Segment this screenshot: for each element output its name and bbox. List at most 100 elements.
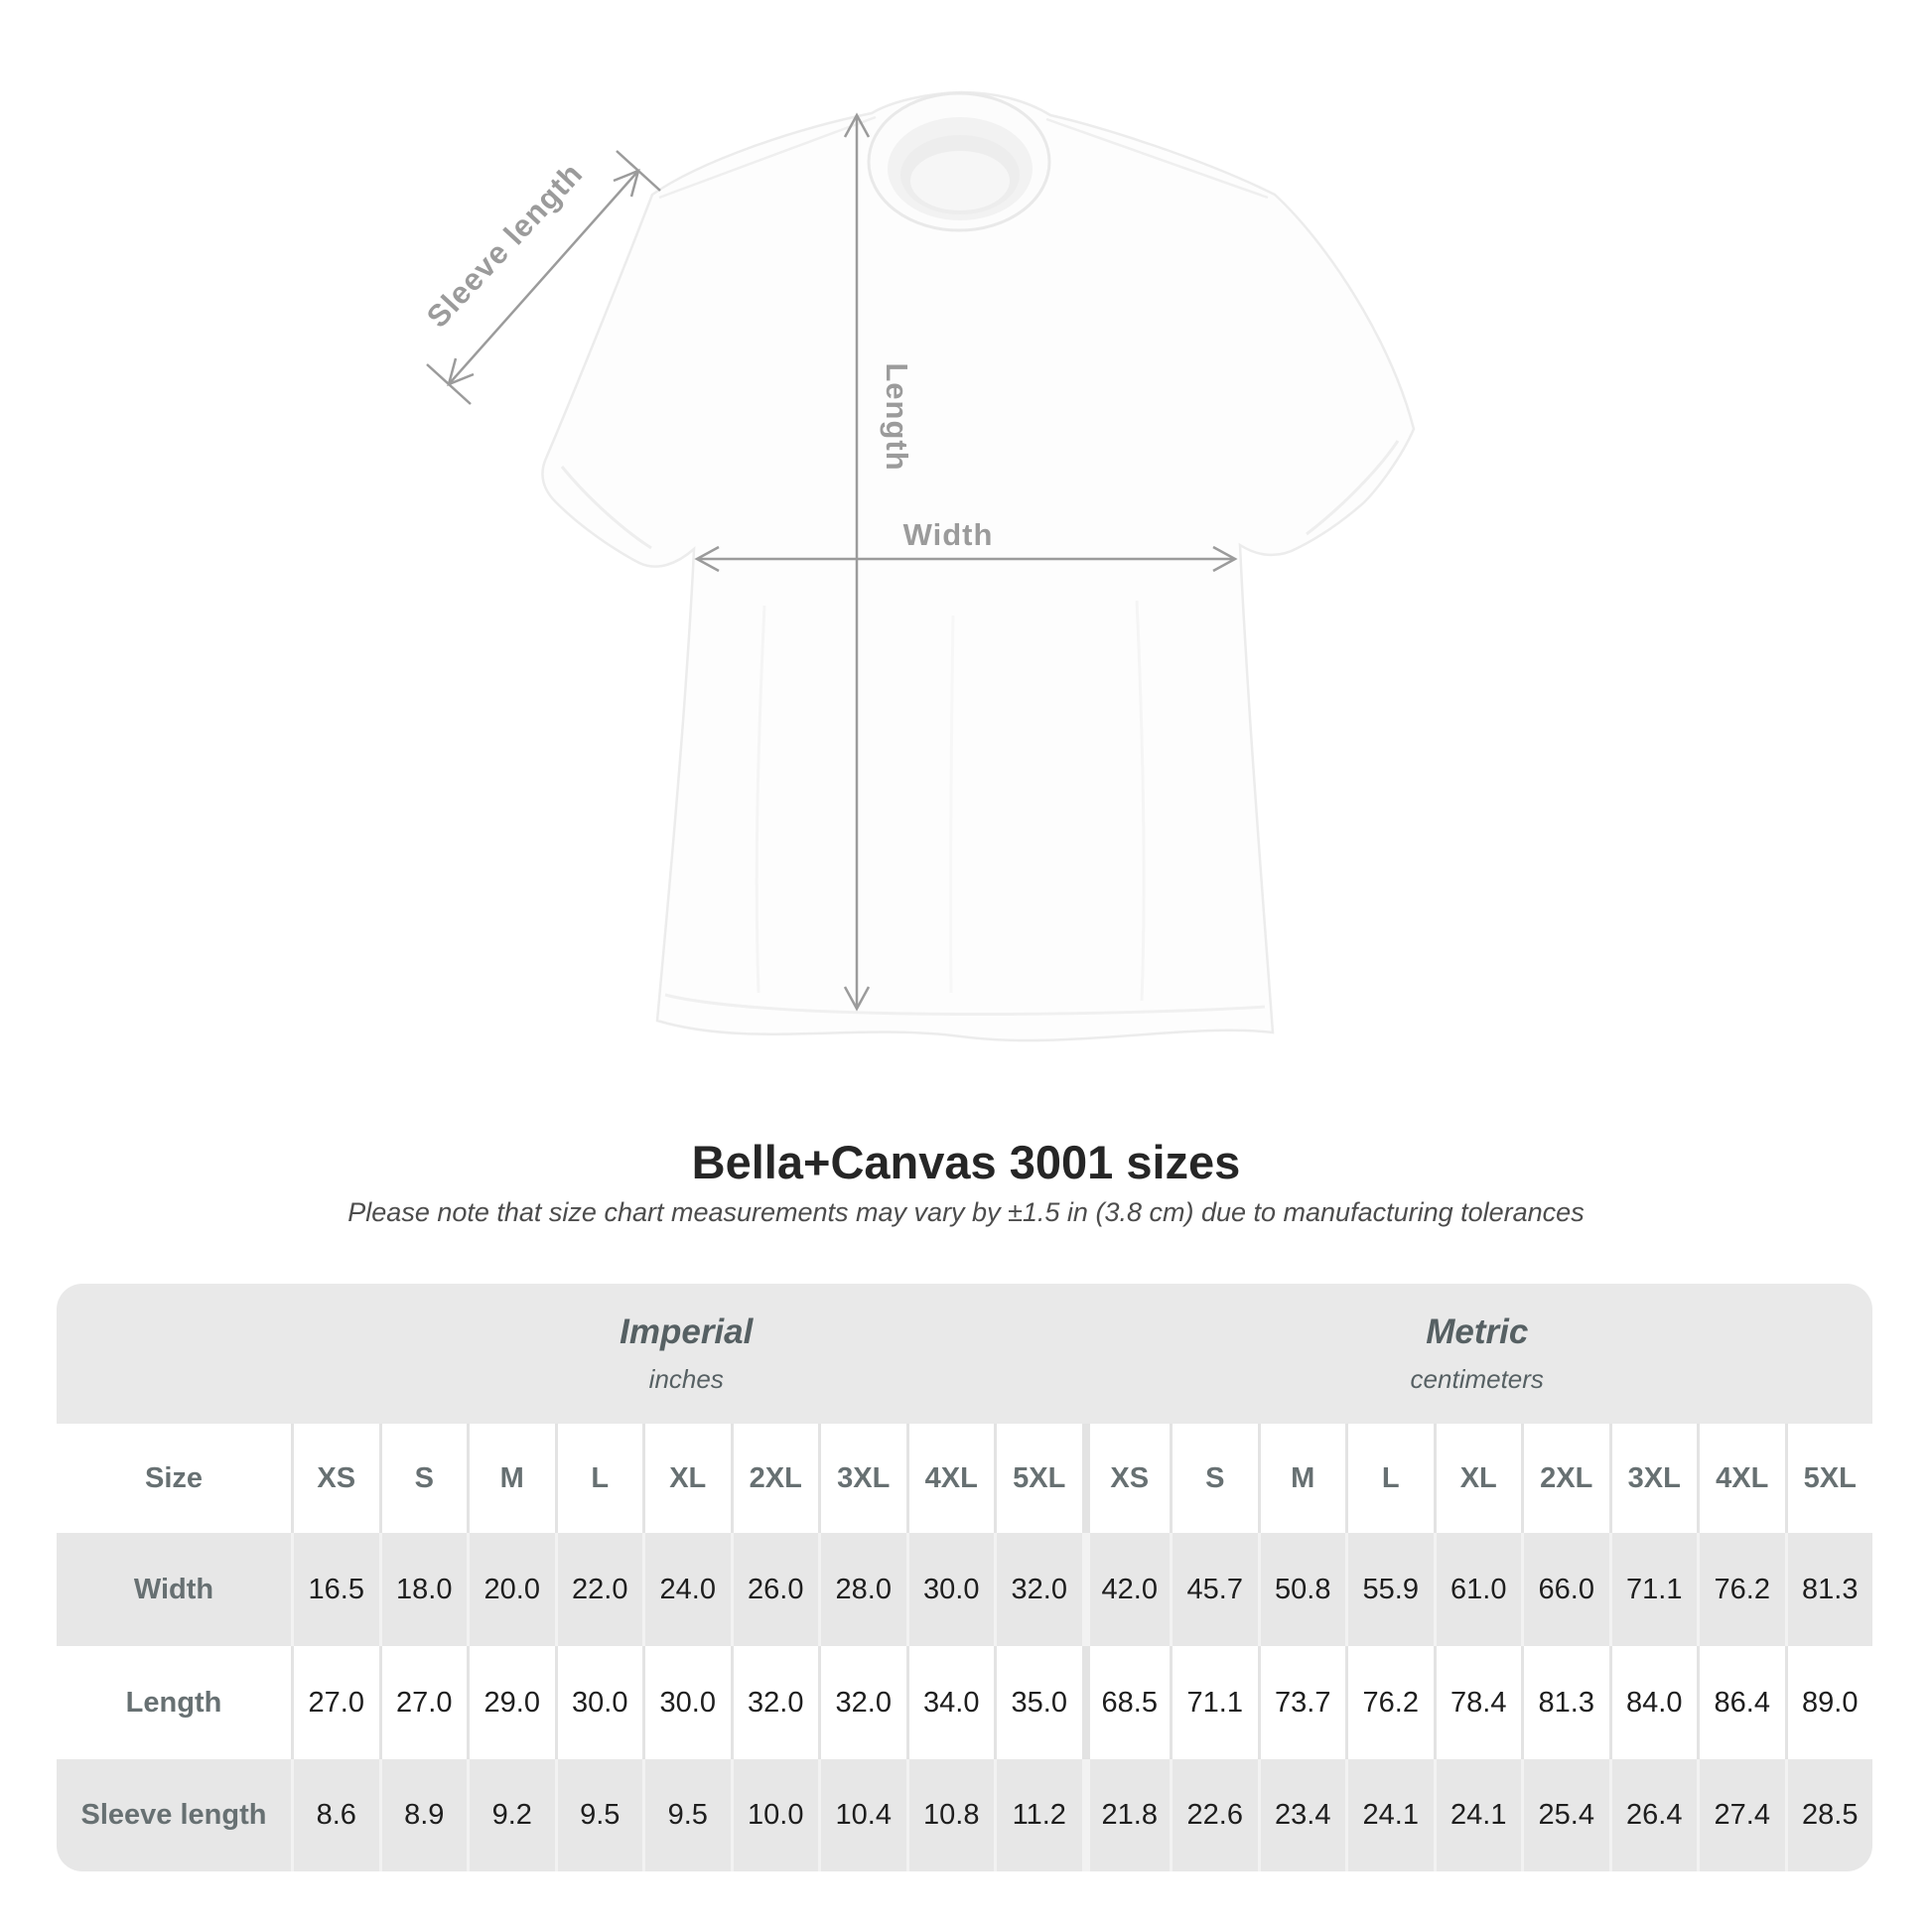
table-cell: 26.4 bbox=[1608, 1759, 1697, 1871]
column-header-imperial-5xl: 5XL bbox=[994, 1424, 1082, 1533]
tshirt-body bbox=[541, 90, 1416, 1042]
table-cell: 86.4 bbox=[1697, 1646, 1785, 1759]
unit-group-imperial: Imperial inches bbox=[291, 1284, 1082, 1424]
table-cell: 61.0 bbox=[1433, 1533, 1521, 1646]
table-cell: 35.0 bbox=[994, 1646, 1082, 1759]
tolerance-note: Please note that size chart measurements… bbox=[347, 1197, 1585, 1227]
unit-group-unit: inches bbox=[648, 1364, 724, 1394]
shoulder-seam-right bbox=[1045, 117, 1269, 200]
table-cell: 42.0 bbox=[1081, 1533, 1170, 1646]
table-cell: 32.0 bbox=[994, 1533, 1082, 1646]
cuff-seam-right bbox=[1306, 440, 1400, 536]
table-cell: 68.5 bbox=[1081, 1646, 1170, 1759]
table-cell: 81.3 bbox=[1521, 1646, 1609, 1759]
table-cell: 28.0 bbox=[818, 1533, 906, 1646]
unit-group-unit: centimeters bbox=[1410, 1364, 1544, 1394]
size-corner-label: Size bbox=[57, 1424, 291, 1533]
table-cell: 30.0 bbox=[642, 1646, 731, 1759]
unit-band-spacer bbox=[57, 1284, 291, 1424]
table-cell: 9.5 bbox=[554, 1759, 642, 1871]
table-cell: 10.4 bbox=[818, 1759, 906, 1871]
unit-group-metric: Metric centimeters bbox=[1081, 1284, 1872, 1424]
column-header-imperial-xl: XL bbox=[642, 1424, 731, 1533]
column-header-imperial-4xl: 4XL bbox=[905, 1424, 994, 1533]
column-header-metric-2xl: 2XL bbox=[1521, 1424, 1609, 1533]
width-label: Width bbox=[903, 517, 994, 552]
hem-seam bbox=[664, 993, 1266, 1017]
row-label: Sleeve length bbox=[57, 1759, 291, 1871]
fabric-crease bbox=[755, 605, 766, 994]
table-cell: 73.7 bbox=[1257, 1646, 1345, 1759]
tshirt-measurement-diagram: Length Width Sleeve length bbox=[420, 90, 1416, 1042]
tshirt-graphic bbox=[541, 90, 1416, 1042]
table-cell: 50.8 bbox=[1257, 1533, 1345, 1646]
cuff-seam-left bbox=[560, 466, 652, 550]
table-cell: 32.0 bbox=[818, 1646, 906, 1759]
table-cell: 27.0 bbox=[291, 1646, 379, 1759]
column-header-metric-xs: XS bbox=[1081, 1424, 1170, 1533]
unit-group-name: Imperial bbox=[620, 1312, 754, 1351]
table-cell: 23.4 bbox=[1257, 1759, 1345, 1871]
table-cell: 8.6 bbox=[291, 1759, 379, 1871]
table-cell: 34.0 bbox=[905, 1646, 994, 1759]
size-table: Imperial inches Metric centimeters Size XS S M L… bbox=[57, 1284, 1872, 1871]
table-cell: 32.0 bbox=[730, 1646, 818, 1759]
table-cell: 29.0 bbox=[467, 1646, 555, 1759]
table-cell: 30.0 bbox=[554, 1646, 642, 1759]
table-cell: 27.0 bbox=[378, 1646, 467, 1759]
fabric-crease bbox=[1135, 600, 1146, 1002]
column-header-metric-xl: XL bbox=[1433, 1424, 1521, 1533]
table-cell: 45.7 bbox=[1170, 1533, 1258, 1646]
table-cell: 66.0 bbox=[1521, 1533, 1609, 1646]
table-cell: 10.0 bbox=[730, 1759, 818, 1871]
column-header-metric-4xl: 4XL bbox=[1697, 1424, 1785, 1533]
table-cell: 25.4 bbox=[1521, 1759, 1609, 1871]
table-cell: 89.0 bbox=[1784, 1646, 1872, 1759]
collar-inner-back bbox=[910, 151, 1010, 210]
table-cell: 9.5 bbox=[642, 1759, 731, 1871]
length-label: Length bbox=[880, 362, 914, 471]
table-cell: 71.1 bbox=[1170, 1646, 1258, 1759]
table-cell: 11.2 bbox=[994, 1759, 1082, 1871]
table-cell: 28.5 bbox=[1784, 1759, 1872, 1871]
table-cell: 22.0 bbox=[554, 1533, 642, 1646]
table-cell: 76.2 bbox=[1345, 1646, 1434, 1759]
column-header-imperial-3xl: 3XL bbox=[818, 1424, 906, 1533]
column-header-metric-m: M bbox=[1257, 1424, 1345, 1533]
shoulder-seam-left bbox=[658, 115, 877, 200]
column-header-imperial-2xl: 2XL bbox=[730, 1424, 818, 1533]
column-header-metric-3xl: 3XL bbox=[1608, 1424, 1697, 1533]
page-title: Bella+Canvas 3001 sizes bbox=[691, 1136, 1241, 1188]
fabric-crease bbox=[949, 615, 955, 994]
table-cell: 30.0 bbox=[905, 1533, 994, 1646]
column-header-imperial-m: M bbox=[467, 1424, 555, 1533]
table-cell: 71.1 bbox=[1608, 1533, 1697, 1646]
length-arrow bbox=[843, 112, 871, 1012]
table-cell: 21.8 bbox=[1081, 1759, 1170, 1871]
table-cell: 24.1 bbox=[1345, 1759, 1434, 1871]
unit-group-name: Metric bbox=[1426, 1312, 1529, 1351]
table-cell: 20.0 bbox=[467, 1533, 555, 1646]
table-cell: 76.2 bbox=[1697, 1533, 1785, 1646]
column-header-imperial-l: L bbox=[554, 1424, 642, 1533]
table-cell: 24.0 bbox=[642, 1533, 731, 1646]
table-cell: 22.6 bbox=[1170, 1759, 1258, 1871]
column-header-metric-5xl: 5XL bbox=[1784, 1424, 1872, 1533]
table-cell: 24.1 bbox=[1433, 1759, 1521, 1871]
table-cell: 10.8 bbox=[905, 1759, 994, 1871]
table-cell: 55.9 bbox=[1345, 1533, 1434, 1646]
row-label: Length bbox=[57, 1646, 291, 1759]
sleeve-length-label: Sleeve length bbox=[420, 156, 590, 335]
table-cell: 78.4 bbox=[1433, 1646, 1521, 1759]
table-cell: 9.2 bbox=[467, 1759, 555, 1871]
table-cell: 84.0 bbox=[1608, 1646, 1697, 1759]
sleeve-length-arrow bbox=[426, 150, 661, 405]
table-cell: 27.4 bbox=[1697, 1759, 1785, 1871]
column-header-imperial-s: S bbox=[378, 1424, 467, 1533]
width-arrow bbox=[694, 545, 1238, 573]
table-cell: 26.0 bbox=[730, 1533, 818, 1646]
table-cell: 81.3 bbox=[1784, 1533, 1872, 1646]
table-cell: 16.5 bbox=[291, 1533, 379, 1646]
column-header-metric-s: S bbox=[1170, 1424, 1258, 1533]
table-cell: 18.0 bbox=[378, 1533, 467, 1646]
